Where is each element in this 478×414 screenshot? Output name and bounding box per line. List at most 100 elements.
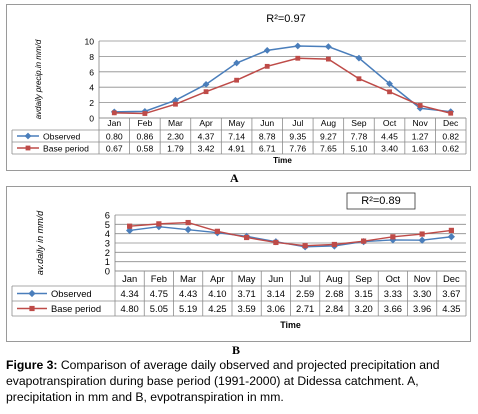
legend-entry-base-period: Base period [51,303,101,314]
data-point-base-period [185,219,191,226]
x-category-label: May [238,273,256,284]
x-category-label: Aug [326,273,343,284]
data-label: 3.33 [384,288,402,299]
r2-annotation: R²=0.89 [361,195,400,207]
data-label: 7.14 [228,132,245,142]
data-point-base-period [173,101,178,107]
y-tick-label: 0 [105,266,110,277]
data-label: 7.65 [320,144,337,154]
data-label: 1.79 [167,144,184,154]
data-label: 3.06 [267,303,285,314]
panel-label-a: A [230,171,239,185]
data-label: 2.30 [167,132,184,142]
data-label: 9.27 [320,132,337,142]
data-label: 4.75 [150,288,168,299]
data-point-base-period [127,223,133,229]
legend-key-marker [29,305,35,312]
data-label: 0.86 [137,132,154,142]
x-category-label: Oct [386,273,401,284]
r2-box [346,192,416,210]
y-tick-label: 2 [89,98,94,108]
x-category-label: Nov [414,273,431,284]
r2-annotation: R²=0.97 [266,13,305,25]
x-category-label: Sep [351,118,367,128]
x-category-label: Mar [168,118,183,128]
data-label: 6.71 [259,144,276,154]
data-label: 3.20 [355,303,373,314]
x-category-label: May [229,118,246,128]
chart-panel-a: 0 2 4 6 8 10 avdaily precip.in mm/d R²=0.97 Jan F… [6,4,471,171]
data-label: 5.10 [351,144,368,154]
y-tick-label: 10 [84,37,94,47]
data-point-base-period [390,234,396,240]
data-label: 4.37 [198,132,215,142]
y-tick-label: 2 [105,247,110,258]
data-point-base-period [448,110,454,116]
data-label: 3.67 [442,288,460,299]
x-axis-title: Time [280,320,301,330]
data-label: 2.71 [296,303,314,314]
precipitation-chart: 0 2 4 6 8 10 avdaily precip.in mm/d R²=0.97 Jan F… [11,11,467,165]
data-label: 4.43 [179,288,197,299]
y-tick-label: 4 [89,83,94,93]
legend-key-marker [25,145,31,151]
data-label: 0.62 [442,144,459,154]
data-point-observed [184,226,192,234]
data-label: 2.68 [325,288,343,299]
data-point-base-period [156,221,162,227]
data-point-observed [155,223,163,231]
series-line-base-period [129,221,452,247]
data-label: 2.84 [325,303,343,314]
data-label: 3.14 [267,288,285,299]
data-point-base-period [417,103,423,108]
figure-caption: Figure 3: Comparison of average daily ob… [6,357,472,405]
x-category-label: Jun [260,118,274,128]
data-point-observed [447,233,455,241]
data-point-observed [418,236,426,244]
data-point-base-period [387,89,392,95]
data-point-observed [172,96,179,104]
data-point-base-period [111,110,117,116]
data-point-base-period [264,63,270,69]
y-tick-label: 4 [105,228,110,239]
x-category-label: Jul [292,118,303,128]
data-label: 2.59 [296,288,314,299]
data-label: 3.42 [198,144,215,154]
data-point-observed [386,80,393,88]
data-point-base-period [448,227,454,233]
data-label: 3.30 [413,288,431,299]
data-label: 0.80 [106,132,123,142]
data-label: 3.66 [384,303,402,314]
series-line-base-period [114,57,451,115]
r2-box [255,11,317,27]
data-label: 5.05 [150,303,168,314]
x-category-label: Apr [210,273,225,284]
x-category-label: Oct [383,118,397,128]
data-label: 7.78 [351,132,368,142]
data-point-base-period [302,243,308,249]
data-point-observed [294,42,302,50]
legend-key-marker [28,289,36,298]
data-label: 0.67 [106,144,123,154]
x-category-label: Feb [137,118,152,128]
data-label: 1.63 [412,144,429,154]
x-category-label: Jun [268,273,283,284]
data-point-observed [202,80,210,88]
data-label: 4.35 [442,303,460,314]
x-category-label: Jan [107,118,121,128]
y-tick-label: 8 [89,52,94,62]
data-point-base-period [331,241,337,248]
legend-entry-observed: Observed [43,132,80,142]
legend-key-marker [24,132,32,140]
x-category-label: Jan [122,273,137,284]
x-category-label: Mar [180,273,196,284]
data-label: 4.34 [121,288,139,299]
data-label: 0.82 [442,132,459,142]
data-label: 3.59 [238,303,256,314]
y-tick-label: 1 [105,256,110,267]
x-category-label: Nov [412,118,428,128]
x-category-label: Feb [151,273,167,284]
data-label: 3.96 [413,303,431,314]
x-category-label: Apr [199,118,213,128]
